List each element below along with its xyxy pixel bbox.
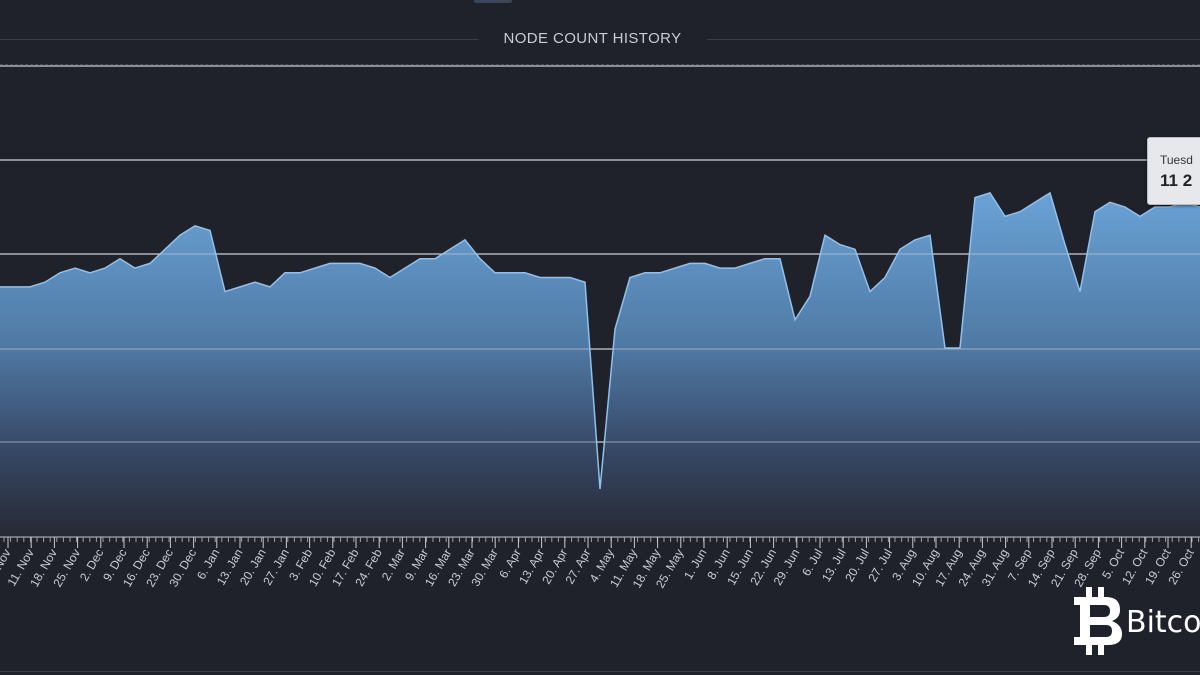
grid-lines-overlay [0,65,1200,443]
tooltip-value: 11 2 [1160,171,1193,190]
series-line [0,191,1200,490]
bottom-divider [0,671,1200,672]
x-tick-label: 27. Jul [865,547,895,585]
plot-top-border [0,64,1200,65]
title-divider-left [0,39,478,40]
watermark-text: Bitco [1126,605,1200,640]
tooltip: Tuesd 11 2 [1147,137,1200,205]
title-divider-right [707,39,1200,40]
tab-indicator[interactable] [474,0,512,3]
watermark: Bitco [1068,585,1200,657]
chart-title: NODE COUNT HISTORY [503,30,682,47]
series-area [0,192,1200,536]
bitcoin-b-icon [1074,587,1122,655]
tooltip-date: Tuesd [1160,153,1193,167]
